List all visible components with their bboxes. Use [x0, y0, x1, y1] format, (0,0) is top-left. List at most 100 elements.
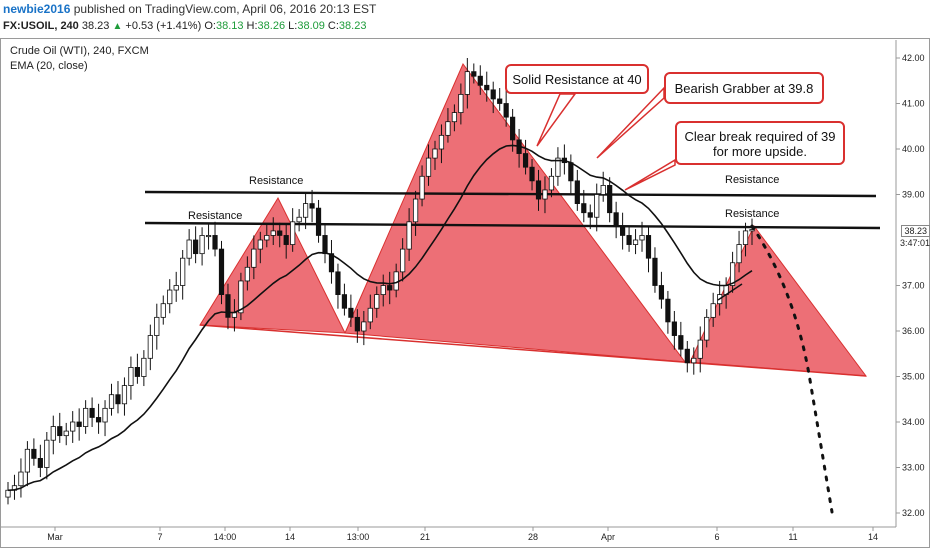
candle-up	[425, 157, 432, 177]
countdown-tag: 3:47:01	[899, 238, 930, 248]
candle-down	[671, 321, 677, 336]
open-value: 38.13	[215, 20, 244, 32]
x-tick-label: 21	[420, 532, 430, 542]
candle-up	[367, 307, 373, 323]
author-link[interactable]: newbie2016	[3, 2, 71, 16]
candle-up	[374, 294, 380, 309]
candle-up	[173, 285, 179, 291]
candle-up	[393, 271, 399, 291]
last-price: 38.23	[81, 20, 110, 32]
close-label: C:	[327, 20, 339, 32]
candle-down	[471, 71, 477, 77]
candle-up	[406, 221, 412, 250]
candle-down	[309, 203, 315, 209]
candle-up	[102, 407, 108, 423]
open-label: O:	[204, 20, 216, 32]
annotation-clear-break-line2: for more upside.	[713, 144, 807, 159]
candles	[5, 58, 755, 505]
candle-up	[154, 316, 160, 336]
callout-pointer	[596, 86, 665, 159]
candle-up	[121, 385, 128, 405]
candle-down	[218, 248, 225, 296]
candle-down	[665, 298, 671, 323]
candle-down	[335, 271, 341, 296]
candle-down	[283, 235, 289, 245]
candle-up	[361, 321, 367, 332]
symbol-label: FX:USOIL, 240	[3, 20, 79, 32]
candle-down	[484, 84, 490, 91]
ema-tail	[717, 283, 743, 301]
head-and-shoulders-pattern	[199, 63, 868, 377]
resistance-labels: Resistance Resistance Resistance Resistance	[188, 174, 779, 222]
candle-up	[742, 230, 749, 245]
time-axis[interactable]: Mar 7 14:00 14 13:00 21 28 Apr 6 11 14	[47, 527, 878, 542]
candle-up	[63, 430, 69, 437]
resistance-label: Resistance	[249, 175, 303, 187]
ema-polyline	[7, 144, 753, 492]
candle-up	[736, 244, 742, 264]
price-axis[interactable]: 42.00 41.00 40.00 39.00 37.00 36.00 35.00 34.00…	[896, 53, 925, 518]
price-change: +0.53 (+1.41%)	[125, 20, 202, 32]
candle-down	[387, 285, 393, 291]
candle-up	[749, 229, 755, 232]
candle-down	[490, 89, 496, 100]
pattern-triangle	[689, 225, 868, 377]
chart-title: Crude Oil (WTI), 240, FXCM	[10, 45, 149, 57]
publish-line: newbie2016 published on TradingView.com,…	[3, 2, 376, 16]
candle-up	[632, 239, 639, 245]
candle-down	[497, 98, 503, 104]
candle-up	[697, 339, 703, 359]
candle-down	[522, 153, 529, 168]
candle-up	[458, 94, 464, 114]
candle-down	[678, 335, 684, 350]
candle-down	[620, 225, 626, 236]
candle-up	[186, 239, 192, 259]
candle-down	[57, 426, 63, 437]
candle-down	[212, 235, 218, 250]
candle-up	[251, 248, 257, 268]
candle-down	[315, 207, 322, 236]
candle-up	[451, 112, 458, 123]
candle-up	[600, 184, 606, 195]
candle-down	[587, 212, 593, 218]
low-label: L:	[288, 20, 298, 32]
candle-down	[328, 253, 335, 273]
triangle-up-icon: ▲	[112, 21, 123, 32]
candle-up	[412, 198, 419, 223]
chart-header: newbie2016 published on TradingView.com,…	[0, 0, 932, 38]
callout-pointer	[624, 158, 676, 191]
bearish-projection	[750, 224, 834, 514]
candle-down	[31, 448, 37, 459]
y-tick-label: 32.00	[902, 508, 925, 518]
candle-down	[193, 239, 199, 255]
resistance-label: Resistance	[725, 174, 779, 186]
candle-up	[70, 421, 76, 432]
resistance-label: Resistance	[188, 210, 242, 222]
candle-down	[645, 235, 652, 259]
resistance-line-lower	[144, 221, 881, 230]
chart-frame	[0, 38, 930, 548]
candle-down	[95, 417, 102, 423]
candle-down	[89, 407, 95, 418]
candle-down	[607, 184, 613, 214]
y-tick-label: 41.00	[902, 99, 925, 109]
candle-up	[199, 235, 205, 255]
candle-up	[18, 471, 24, 487]
candle-down	[684, 348, 690, 364]
x-tick-label: 14	[868, 532, 878, 542]
candle-down	[277, 230, 283, 236]
candle-up	[205, 235, 212, 238]
annotation-clear-break: Clear break required of 39 for more upsi…	[675, 121, 845, 165]
candle-up	[542, 189, 548, 200]
candle-down	[348, 307, 354, 318]
y-tick-label: 34.00	[902, 417, 925, 427]
candle-up	[548, 175, 555, 191]
candle-up	[464, 71, 470, 95]
y-tick-label: 35.00	[902, 372, 925, 382]
candle-up	[432, 148, 438, 159]
annotation-clear-break-line1: Clear break required of 39	[684, 129, 836, 144]
candle-up	[691, 357, 697, 364]
candle-up	[24, 448, 31, 473]
candle-up	[400, 248, 406, 273]
